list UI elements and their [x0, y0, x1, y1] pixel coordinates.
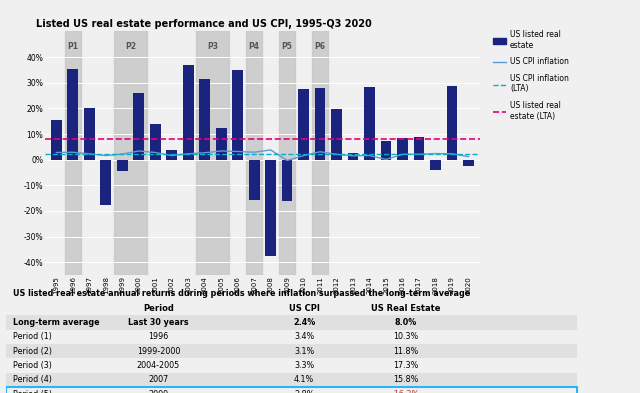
Text: US Real Estate: US Real Estate — [371, 304, 440, 312]
Text: 4.1%: 4.1% — [294, 375, 314, 384]
Text: 1996: 1996 — [148, 332, 168, 341]
Bar — [463, 160, 474, 166]
Bar — [249, 160, 259, 200]
FancyBboxPatch shape — [6, 330, 577, 344]
Text: Period (3): Period (3) — [13, 361, 52, 370]
Bar — [67, 69, 78, 160]
Bar — [282, 160, 292, 202]
Text: -16.3%: -16.3% — [392, 389, 420, 393]
FancyBboxPatch shape — [6, 373, 577, 387]
Bar — [117, 160, 127, 171]
Text: P4: P4 — [249, 42, 260, 51]
Bar — [332, 109, 342, 160]
Bar — [397, 138, 408, 160]
Bar — [312, 31, 328, 275]
Text: 2007: 2007 — [148, 375, 168, 384]
Bar — [413, 138, 424, 160]
Text: 15.8%: 15.8% — [393, 375, 419, 384]
Text: 8.0%: 8.0% — [394, 318, 417, 327]
Text: Last 30 years: Last 30 years — [128, 318, 189, 327]
Bar — [65, 31, 81, 275]
Text: US CPI: US CPI — [289, 304, 319, 312]
Text: 17.3%: 17.3% — [393, 361, 419, 370]
Bar — [196, 31, 229, 275]
Bar — [430, 160, 441, 171]
Bar — [279, 31, 296, 275]
Bar — [266, 160, 276, 256]
Text: Period (1): Period (1) — [13, 332, 52, 341]
Text: Period (5): Period (5) — [13, 389, 52, 393]
Bar — [84, 108, 95, 160]
Bar — [100, 160, 111, 205]
Bar — [298, 89, 309, 160]
Bar — [232, 70, 243, 160]
Text: 2004-2005: 2004-2005 — [137, 361, 180, 370]
Text: Period: Period — [143, 304, 174, 312]
Text: P5: P5 — [282, 42, 292, 51]
Bar — [348, 153, 358, 160]
FancyBboxPatch shape — [6, 315, 577, 330]
Bar — [51, 120, 61, 160]
Text: P1: P1 — [67, 42, 78, 51]
Text: 3.4%: 3.4% — [294, 332, 314, 341]
Text: P2: P2 — [125, 42, 136, 51]
Bar — [447, 86, 458, 160]
Legend: US listed real
estate, US CPI inflation, US CPI inflation
(LTA), US listed real
: US listed real estate, US CPI inflation,… — [493, 30, 569, 121]
Text: 3.3%: 3.3% — [294, 361, 314, 370]
FancyBboxPatch shape — [6, 344, 577, 358]
Text: Long-term average: Long-term average — [13, 318, 99, 327]
Bar — [150, 124, 161, 160]
Bar — [381, 141, 392, 160]
Text: 2.8%: 2.8% — [294, 389, 314, 393]
Text: P3: P3 — [207, 42, 218, 51]
Bar — [114, 31, 147, 275]
Text: 2009: 2009 — [148, 389, 168, 393]
Text: 10.3%: 10.3% — [393, 332, 418, 341]
Text: Period (2): Period (2) — [13, 347, 52, 356]
Text: Listed US real estate performance and US CPI, 1995-Q3 2020: Listed US real estate performance and US… — [36, 19, 372, 29]
Bar — [216, 129, 227, 160]
Bar — [183, 64, 193, 160]
Text: US listed real estate annual returns during periods where inflation surpassed th: US listed real estate annual returns dur… — [13, 289, 470, 298]
Text: P6: P6 — [315, 42, 326, 51]
Bar — [166, 150, 177, 160]
Bar — [199, 79, 210, 160]
FancyBboxPatch shape — [6, 387, 577, 393]
Text: 1999-2000: 1999-2000 — [137, 347, 180, 356]
Bar — [364, 87, 375, 160]
Text: 3.1%: 3.1% — [294, 347, 314, 356]
Bar — [246, 31, 262, 275]
Text: 11.8%: 11.8% — [393, 347, 418, 356]
FancyBboxPatch shape — [6, 358, 577, 373]
Text: 2.4%: 2.4% — [293, 318, 316, 327]
Bar — [315, 88, 326, 160]
Text: Period (4): Period (4) — [13, 375, 52, 384]
Bar — [133, 93, 144, 160]
